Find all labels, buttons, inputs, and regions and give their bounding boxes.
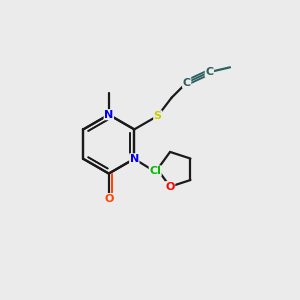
Text: Cl: Cl	[149, 166, 161, 176]
Text: O: O	[165, 182, 175, 192]
Text: N: N	[104, 110, 113, 120]
Text: N: N	[130, 154, 139, 164]
Text: S: S	[154, 111, 162, 121]
Text: O: O	[104, 194, 113, 204]
Text: C: C	[205, 67, 213, 77]
Text: C: C	[183, 78, 191, 88]
